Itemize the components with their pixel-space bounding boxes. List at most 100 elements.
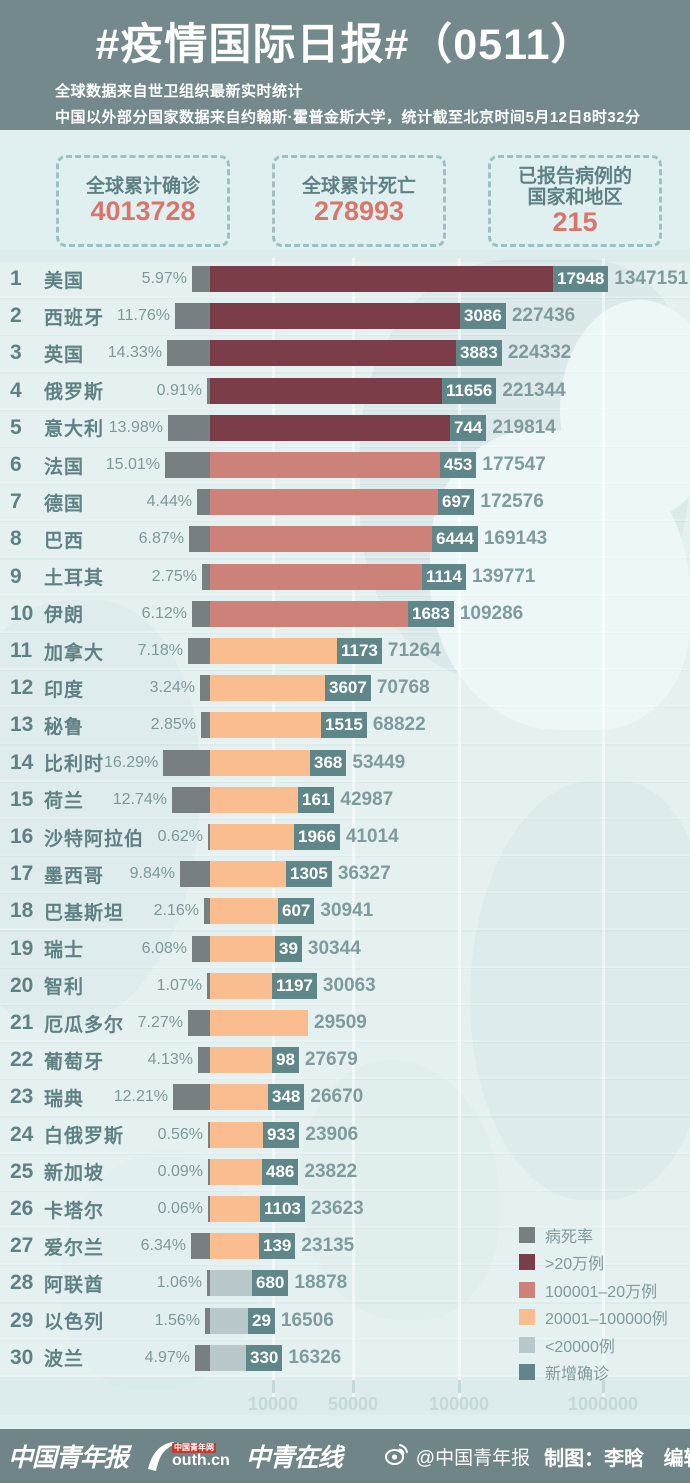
death-rate-bar (188, 638, 210, 664)
country-name: 白俄罗斯 (44, 1126, 125, 1148)
total-cases-value: 23906 (305, 1123, 359, 1145)
gridline (352, 258, 355, 1398)
death-rate-bar (180, 861, 210, 888)
credit-editor: 编辑：马子倩 (663, 1447, 690, 1470)
rank-number: 18 (10, 899, 34, 923)
rank-number: 8 (10, 527, 22, 551)
row-label-zone: 1 美国 5.97% (0, 262, 210, 296)
legend-item: 100001–20万例 (519, 1276, 668, 1304)
new-cases-chip: 1197 (272, 972, 317, 999)
country-row: 27 爱尔兰 6.34% 139 23135 (0, 1229, 690, 1264)
country-name: 以色列 (44, 1312, 105, 1334)
new-cases-chip: 1173 (337, 638, 382, 664)
legend-swatch-icon (519, 1336, 535, 1353)
total-cases-bar (210, 712, 321, 739)
country-row: 15 荷兰 12.74% 161 42987 (0, 782, 690, 817)
youth-cn-badge: 中国青年网 (172, 1443, 217, 1453)
legend-swatch-icon (519, 1364, 535, 1381)
total-cases-bar (210, 1084, 268, 1111)
row-label-zone: 8 巴西 6.87% (0, 522, 210, 556)
new-cases-chip: 98 (272, 1047, 299, 1074)
summary-box-value: 278993 (313, 196, 405, 226)
row-label-zone: 10 伊朗 6.12% (0, 597, 210, 631)
total-cases-bar (210, 414, 450, 441)
death-rate-value: 12.21% (113, 1088, 168, 1106)
country-row: 5 意大利 13.98% 744 219814 (0, 410, 690, 445)
legend-item: >20万例 (519, 1249, 668, 1277)
death-rate-bar (163, 749, 213, 776)
credits: 制图：李晗 编辑：马子倩 (530, 1442, 690, 1471)
rank-number: 20 (10, 973, 34, 997)
death-rate-bar (195, 1344, 210, 1371)
total-cases-bar (210, 600, 408, 627)
row-label-zone: 2 西班牙 11.76% (0, 299, 210, 333)
total-cases-value: 42987 (340, 788, 394, 810)
death-rate-bar (172, 786, 210, 813)
rank-number: 17 (10, 862, 34, 886)
total-cases-bar (210, 861, 286, 888)
row-label-zone: 11 加拿大 7.18% (0, 634, 210, 668)
rank-number: 7 (10, 490, 22, 514)
credit-maker: 制图：李晗 (544, 1447, 645, 1470)
total-cases-bar (210, 824, 294, 850)
row-label-zone: 6 法国 15.01% (0, 448, 210, 482)
new-cases-chip: 933 (263, 1121, 300, 1148)
row-label-zone: 30 波兰 4.97% (0, 1341, 210, 1375)
row-label-zone: 13 秘鲁 2.85% (0, 708, 210, 742)
total-cases-bar (210, 1307, 248, 1334)
death-rate-value: 6.08% (141, 939, 187, 957)
legend-label: 新增确诊 (545, 1366, 610, 1384)
country-row: 28 阿联酋 1.06% 680 18878 (0, 1266, 690, 1301)
death-rate-value: 2.16% (153, 902, 199, 920)
rank-number: 3 (10, 341, 22, 365)
total-cases-value: 109286 (459, 602, 524, 624)
country-name: 美国 (44, 270, 85, 292)
total-cases-bar (210, 563, 422, 590)
row-label-zone: 28 阿联酋 1.06% (0, 1266, 210, 1300)
summary-box-label: 全球累计确诊 (85, 176, 200, 197)
axis-tick-label: 1000000 (567, 1394, 639, 1414)
axis-tick-mark (458, 1380, 461, 1393)
row-label-zone: 29 以色列 1.56% (0, 1304, 210, 1338)
legend-label: 20001–100000例 (545, 1311, 668, 1329)
death-rate-value: 15.01% (105, 456, 160, 473)
death-rate-bar (208, 1196, 210, 1222)
death-rate-value: 16.29% (104, 753, 159, 771)
death-rate-value: 4.44% (146, 493, 192, 511)
country-name: 瑞典 (44, 1088, 85, 1110)
country-row: 21 厄瓜多尔 7.27% 29509 (0, 1006, 690, 1040)
death-rate-bar (165, 452, 210, 478)
new-cases-chip: 11656 (442, 377, 497, 404)
legend-item: 病死率 (519, 1221, 668, 1249)
legend-swatch-icon (519, 1309, 535, 1326)
death-rate-value: 2.75% (151, 567, 197, 585)
subtitle-line-2: 中国以外部分国家数据来自约翰斯·霍普金斯大学，统计截至北京时间5月12日8时32… (55, 109, 641, 126)
rank-number: 11 (10, 639, 33, 662)
country-row: 10 伊朗 6.12% 1683 109286 (0, 596, 690, 631)
youth-cn-domain: outh.cn (172, 1452, 230, 1469)
death-rate-bar (175, 303, 210, 330)
country-row: 9 土耳其 2.75% 1114 139771 (0, 559, 690, 594)
total-cases-bar (210, 935, 275, 962)
country-name: 巴基斯坦 (44, 902, 125, 924)
death-rate-bar (189, 526, 210, 553)
total-cases-value: 29509 (314, 1012, 367, 1033)
summary-box-label: 全球累计死亡 (301, 176, 416, 197)
country-name: 伊朗 (44, 605, 85, 627)
new-cases-chip: 139 (259, 1233, 296, 1260)
total-cases-value: 224332 (507, 342, 572, 364)
row-label-zone: 22 葡萄牙 4.13% (0, 1043, 210, 1077)
country-name: 德国 (44, 493, 85, 515)
death-rate-bar (167, 340, 210, 367)
rank-number: 10 (10, 601, 34, 625)
country-name: 波兰 (44, 1349, 85, 1371)
total-cases-value: 172576 (480, 491, 544, 513)
country-name: 印度 (44, 679, 85, 701)
country-name: 墨西哥 (44, 865, 105, 887)
rank-number: 2 (10, 304, 22, 328)
country-row: 19 瑞士 6.08% 39 30344 (0, 931, 690, 966)
death-rate-value: 12.74% (112, 790, 167, 808)
death-rate-bar (200, 675, 210, 702)
total-cases-value: 30063 (322, 974, 376, 996)
new-cases-chip: 1515 (321, 712, 367, 739)
